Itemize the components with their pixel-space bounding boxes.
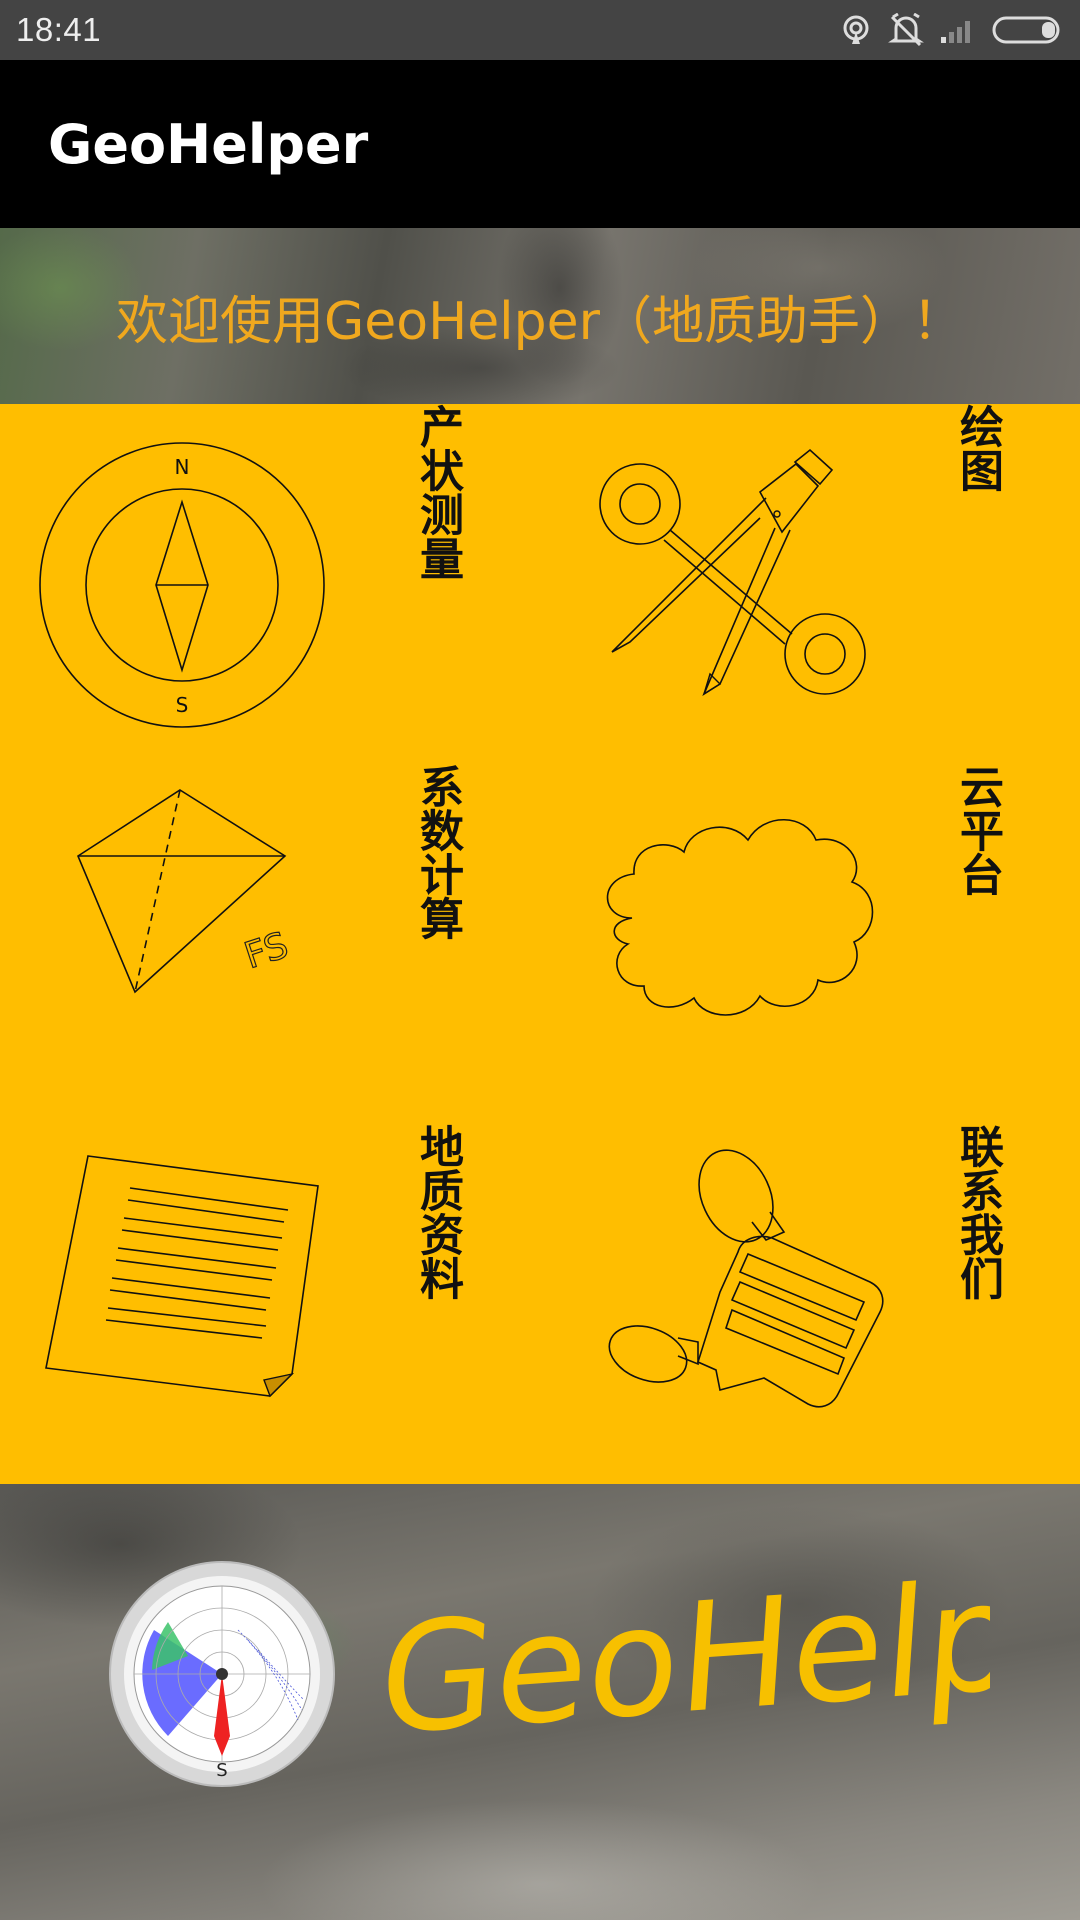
compass-n-label: N bbox=[175, 455, 190, 479]
app-title: GeoHelper bbox=[48, 112, 369, 176]
menu-item-geological-data[interactable]: 地质资料 bbox=[0, 1124, 540, 1484]
stereonet-logo: S bbox=[108, 1560, 336, 1788]
status-icons bbox=[840, 13, 1064, 47]
fs-label: FS bbox=[240, 925, 294, 977]
menu-label: 联系我们 bbox=[952, 1124, 1003, 1300]
signal-icon bbox=[940, 17, 976, 43]
rock-background bbox=[0, 228, 1080, 404]
geohelper-wordmark: GeoHelper bbox=[370, 1536, 1080, 1804]
battery-icon bbox=[992, 16, 1064, 44]
alarm-off-icon bbox=[888, 13, 924, 47]
compass-s-label: S bbox=[176, 693, 189, 717]
kite-shape-icon: FS bbox=[30, 782, 360, 1102]
menu-item-contact-us[interactable]: 联系我们 bbox=[540, 1124, 1080, 1484]
wordmark-text: GeoHelper bbox=[374, 1544, 990, 1769]
hotspot-icon bbox=[840, 14, 872, 46]
menu-item-cloud-platform[interactable]: 云平台 bbox=[540, 764, 1080, 1124]
svg-text:S: S bbox=[216, 1760, 227, 1781]
menu-label: 云平台 bbox=[952, 764, 1003, 896]
contact-speech-icon bbox=[570, 1142, 900, 1462]
menu-item-coefficient-calculation[interactable]: FS 系数计算 bbox=[0, 764, 540, 1124]
menu-label: 地质资料 bbox=[412, 1124, 463, 1300]
cloud-icon bbox=[570, 782, 900, 1102]
compass-icon: N S bbox=[30, 422, 360, 742]
welcome-text: 欢迎使用GeoHelper（地质助手）！ bbox=[115, 291, 965, 352]
status-time: 18:41 bbox=[16, 11, 102, 48]
footer-banner: S GeoHelper bbox=[0, 1484, 1080, 1920]
menu-item-attitude-measurement[interactable]: N S 产状测量 bbox=[0, 404, 540, 764]
menu-grid: N S 产状测量 绘图 bbox=[0, 404, 1080, 1484]
drafting-compass-icon bbox=[570, 422, 900, 742]
menu-label: 系数计算 bbox=[412, 764, 463, 940]
app-bar: GeoHelper bbox=[0, 60, 1080, 228]
menu-label: 产状测量 bbox=[412, 404, 463, 580]
welcome-banner: 欢迎使用GeoHelper（地质助手）！ bbox=[0, 228, 1080, 404]
status-bar: 18:41 bbox=[0, 0, 1080, 60]
document-icon bbox=[30, 1142, 360, 1462]
menu-item-drawing[interactable]: 绘图 bbox=[540, 404, 1080, 764]
menu-label: 绘图 bbox=[952, 404, 1003, 492]
